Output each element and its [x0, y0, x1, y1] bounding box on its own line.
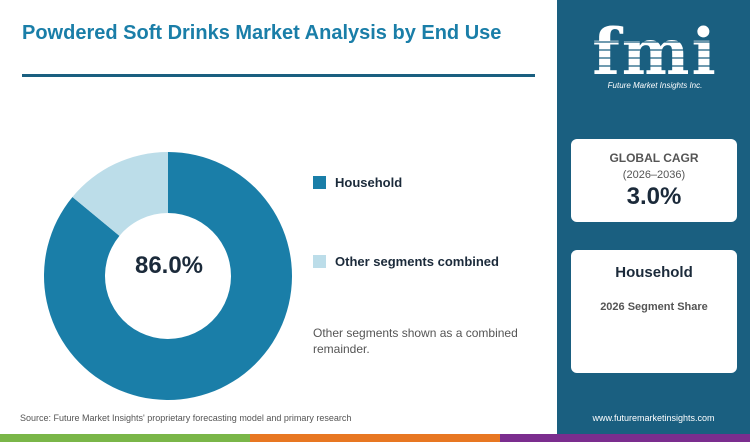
- legend-item-other: Other segments combined: [313, 254, 499, 269]
- bottom-bar-segment: [0, 434, 250, 442]
- title-divider: [22, 74, 535, 77]
- chart-title: Powdered Soft Drinks Market Analysis by …: [22, 22, 502, 44]
- legend-swatch: [313, 255, 326, 268]
- donut-slice-household: [44, 152, 292, 400]
- svg-text:fmi: fmi: [592, 15, 718, 90]
- bottom-color-bar: [0, 434, 750, 442]
- segment-subtitle: 2026 Segment Share: [600, 301, 708, 313]
- bottom-bar-segment: [500, 434, 750, 442]
- cagr-value: 3.0%: [626, 183, 682, 210]
- logo-tagline: Future Market Insights Inc.: [607, 81, 703, 90]
- cagr-card: GLOBAL CAGR (2026–2036) 3.0%: [571, 139, 737, 222]
- legend-swatch: [313, 176, 326, 189]
- legend-item-household: Household: [313, 175, 402, 190]
- donut-center-value: 86.0%: [134, 252, 204, 279]
- legend-label: Household: [335, 175, 403, 190]
- segment-card: Household 2026 Segment Share: [571, 250, 737, 373]
- legend-label: Other segments combined: [335, 254, 499, 269]
- donut-slice-other: [72, 152, 168, 236]
- bottom-bar-segment: [250, 434, 500, 442]
- source-note: Source: Future Market Insights' propriet…: [20, 413, 352, 423]
- fmi-logo: fmi: [585, 15, 725, 90]
- cagr-label: GLOBAL CAGR: [609, 151, 699, 165]
- segment-name: Household: [615, 264, 693, 281]
- donut-chart: [44, 152, 292, 400]
- website-link[interactable]: www.futuremarketinsights.com: [592, 413, 715, 423]
- cagr-years: (2026–2036): [622, 169, 686, 181]
- chart-note: Other segments shown as a combined remai…: [313, 326, 518, 356]
